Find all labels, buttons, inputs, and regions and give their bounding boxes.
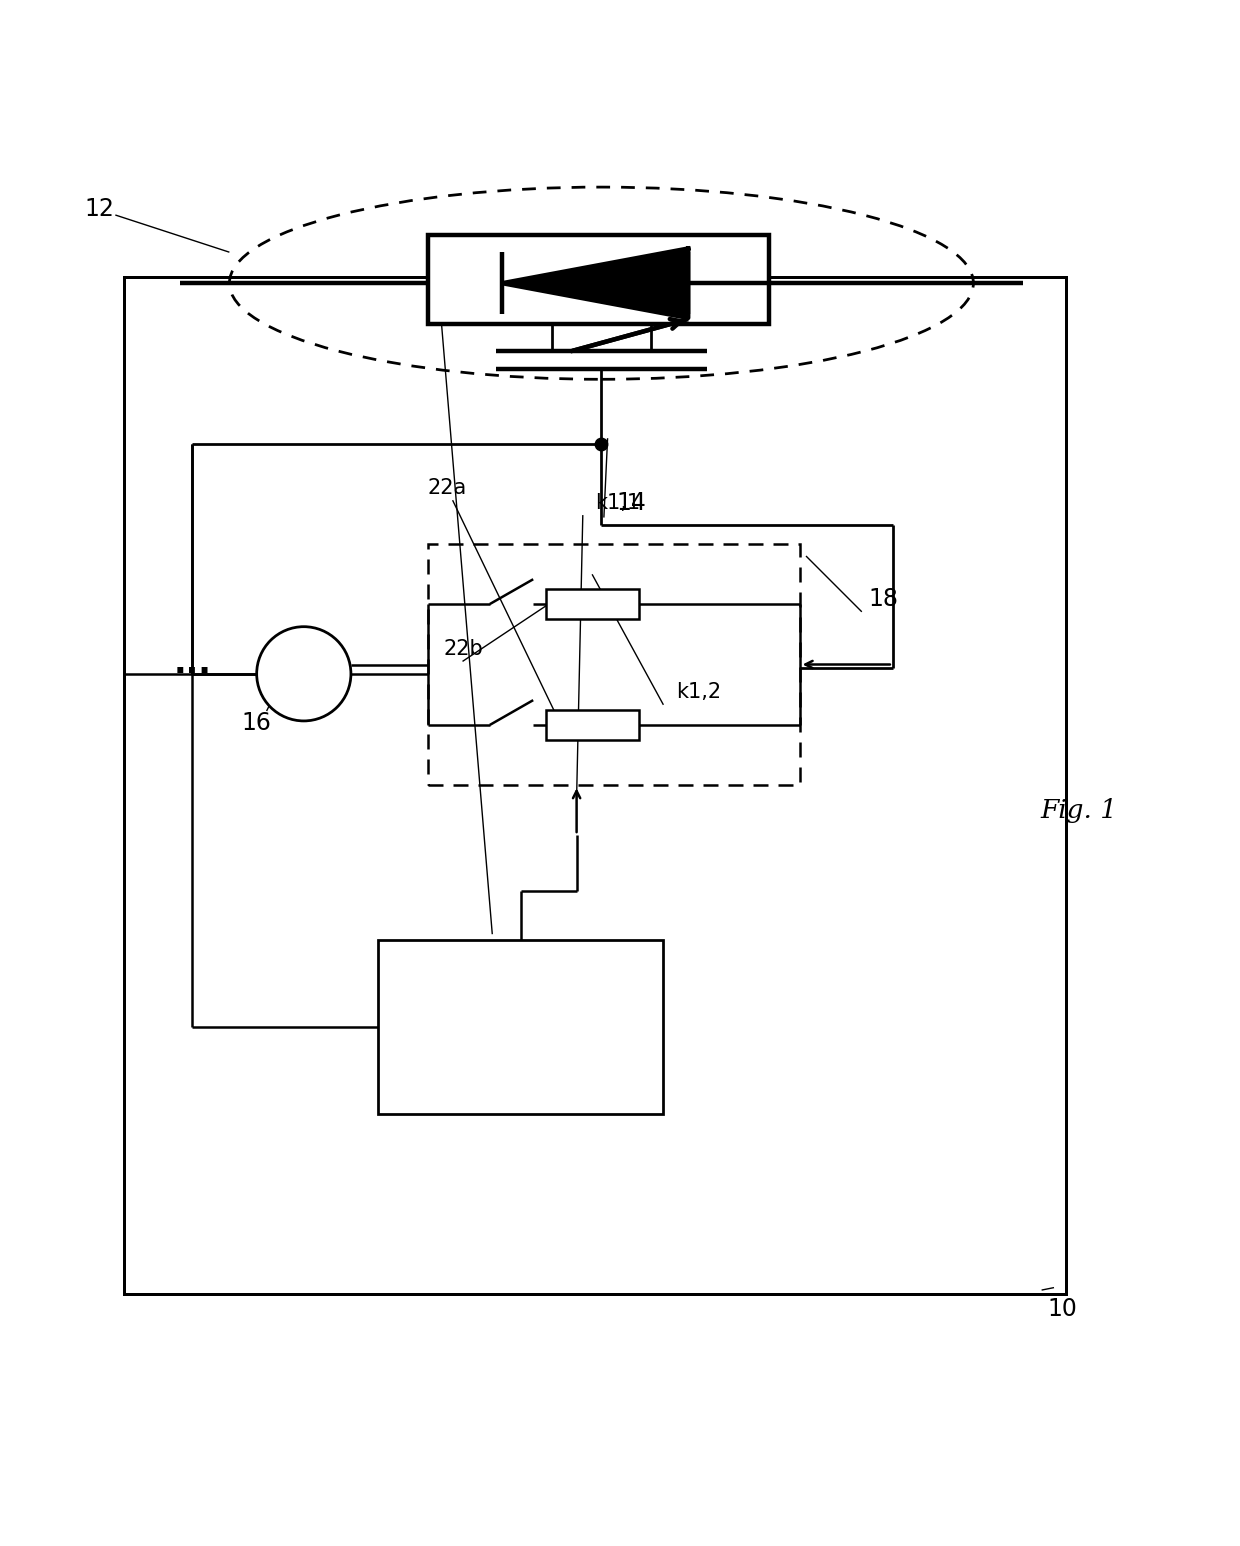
Text: 10: 10: [1048, 1297, 1078, 1320]
Bar: [428, 544, 800, 785]
Text: Fig. 1: Fig. 1: [1040, 798, 1117, 822]
Bar: [546, 710, 639, 741]
Bar: [546, 589, 639, 618]
Text: 18: 18: [868, 587, 898, 611]
Polygon shape: [502, 249, 688, 318]
Text: 12: 12: [84, 196, 114, 221]
Bar: [124, 277, 1066, 1294]
Circle shape: [257, 626, 351, 720]
Text: 24: 24: [453, 277, 482, 301]
Text: ...: ...: [174, 648, 211, 680]
Text: 16: 16: [242, 711, 272, 736]
Text: 14: 14: [616, 490, 646, 515]
Bar: [378, 940, 663, 1115]
Bar: [428, 235, 769, 325]
Text: k1,1: k1,1: [595, 493, 640, 513]
Text: 22a: 22a: [428, 478, 467, 498]
Text: k1,2: k1,2: [676, 682, 720, 702]
Text: 22b: 22b: [444, 638, 484, 659]
